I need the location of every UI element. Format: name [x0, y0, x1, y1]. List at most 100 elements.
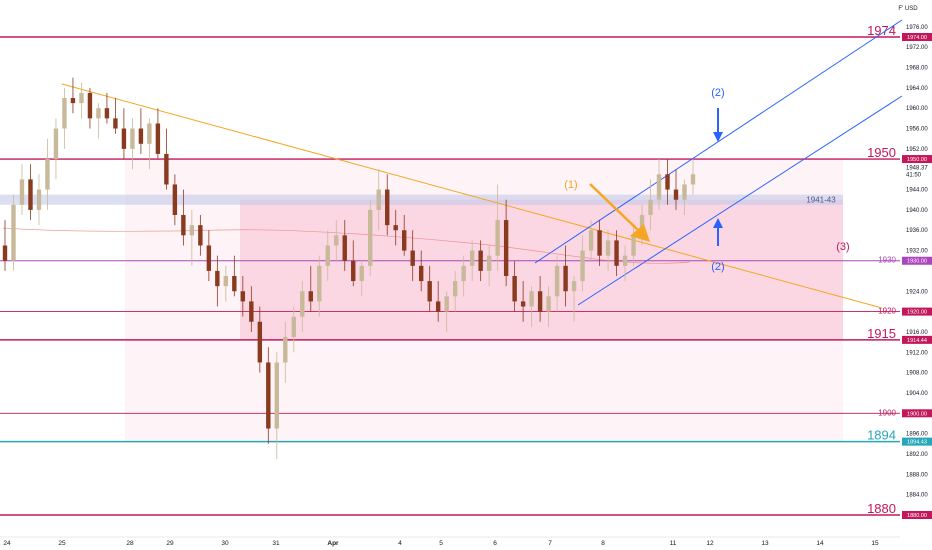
range-zone-inner: [240, 199, 843, 340]
price-tick: 1892.00: [906, 452, 928, 458]
price-tick: 1952.00: [906, 147, 928, 153]
price-tick: 1912.00: [906, 350, 928, 356]
time-tick: 14: [816, 540, 824, 547]
level-label-1930: 1930: [878, 256, 896, 265]
price-tag-text-1930: 1930.00: [907, 259, 927, 265]
price-tick: 1944.00: [906, 188, 928, 194]
price-tag-1900: [902, 409, 932, 418]
price-tick: 1916.00: [906, 330, 928, 336]
price-tick: 1936.00: [906, 228, 928, 234]
candle-body: [342, 235, 347, 261]
price-tag-1920: [902, 307, 932, 316]
candle-body: [614, 240, 619, 266]
descending-trendline: [61, 83, 883, 309]
candle-body: [588, 230, 594, 251]
price-tag-text-1920: 1920.00: [907, 310, 927, 316]
candle-body: [478, 250, 483, 271]
candle-body: [393, 225, 398, 231]
candle-body: [444, 296, 449, 312]
candle-body: [597, 230, 602, 256]
candle-body: [503, 220, 509, 276]
time-axis: 24 25 28 29 30 31 Apr 4 5 6 7 8 11 12 13 14 15: [0, 536, 900, 547]
candle-body: [215, 270, 220, 287]
price-tag-1950: [902, 155, 932, 164]
price-tick: 1956.00: [906, 127, 928, 133]
level-label-1974: 1974: [867, 23, 896, 38]
candle-body: [130, 128, 135, 149]
price-level-lines: 1974 1974.00 1950 1950.00 1930 1930.00 1920 192…: [0, 23, 932, 519]
price-tag-1915: [902, 335, 932, 344]
price-tick: 1968.00: [906, 66, 928, 72]
candle-body: [147, 123, 152, 144]
price-tick: 1904.00: [906, 391, 928, 397]
candle-body: [240, 291, 246, 302]
candle-body: [418, 265, 424, 282]
channel-lower-line: [577, 95, 903, 306]
price-tag-1930: [902, 256, 932, 265]
candle-body: [402, 230, 407, 251]
price-tick: 1908.00: [906, 371, 928, 377]
candle-body: [546, 296, 551, 312]
candle-body: [19, 179, 25, 205]
candle-body: [28, 179, 33, 210]
candle-body: [452, 281, 458, 297]
candle-body: [368, 209, 373, 266]
price-tag-text-1950: 1950.00: [907, 157, 927, 163]
time-tick: Apr: [327, 540, 339, 547]
candle-body: [410, 250, 415, 266]
channel-upper-line: [534, 19, 903, 264]
candle-body: [181, 214, 186, 236]
candle-body: [537, 291, 543, 312]
candle-body: [648, 199, 653, 215]
candle-body: [631, 235, 636, 256]
price-tick: 1884.00: [906, 493, 928, 499]
candle-body: [53, 128, 59, 160]
candle-body: [308, 291, 313, 302]
blue-arrow-up-head: [713, 218, 723, 228]
candle-body: [435, 301, 441, 312]
candle-body: [155, 123, 161, 154]
annotation-2-bottom: (2): [711, 261, 724, 273]
candle-body: [495, 220, 500, 256]
time-tick: 5: [439, 540, 443, 547]
price-tag-1894: [902, 437, 932, 446]
price-tick: 1960.00: [906, 106, 928, 112]
candle-body: [291, 316, 296, 338]
candle-body: [11, 204, 16, 261]
candle-body: [62, 98, 67, 129]
candle-body: [283, 337, 288, 363]
price-tick: 1972.00: [906, 45, 928, 51]
candle-body: [164, 153, 169, 185]
time-tick: 31: [272, 540, 280, 547]
candle-body: [206, 245, 212, 271]
price-tag-text-1900: 1900.00: [907, 411, 927, 417]
candle-body: [45, 159, 50, 190]
orange-arrow-shaft: [589, 183, 641, 233]
time-tick: 29: [166, 540, 174, 547]
candle-body: [274, 362, 280, 429]
candle-body: [427, 281, 432, 302]
price-tag-text-1880: 1880.00: [907, 513, 927, 519]
candle-body: [325, 245, 330, 266]
candle-body: [529, 291, 534, 307]
candle-body: [2, 245, 8, 261]
candle-body: [571, 281, 577, 292]
annotation-2-top: (2): [711, 87, 724, 99]
candle-body: [690, 174, 696, 185]
level-label-1900: 1900: [878, 408, 896, 417]
candle-body: [512, 276, 517, 302]
blue-arrow-down-head: [713, 132, 723, 142]
candle-body: [359, 265, 364, 282]
candle-body: [172, 184, 178, 215]
price-tick: 1896.00: [906, 432, 928, 438]
annotations: (1) (2) (2) (3): [564, 87, 849, 273]
candle-body: [376, 189, 381, 210]
price-tag-text-1974: 1974.00: [907, 35, 927, 41]
candle-body: [605, 240, 611, 256]
time-tick: 7: [548, 540, 552, 547]
candle-body: [486, 255, 492, 271]
candle-body: [317, 265, 322, 302]
time-tick: 4: [398, 540, 402, 547]
price-tick: 1924.00: [906, 289, 928, 295]
